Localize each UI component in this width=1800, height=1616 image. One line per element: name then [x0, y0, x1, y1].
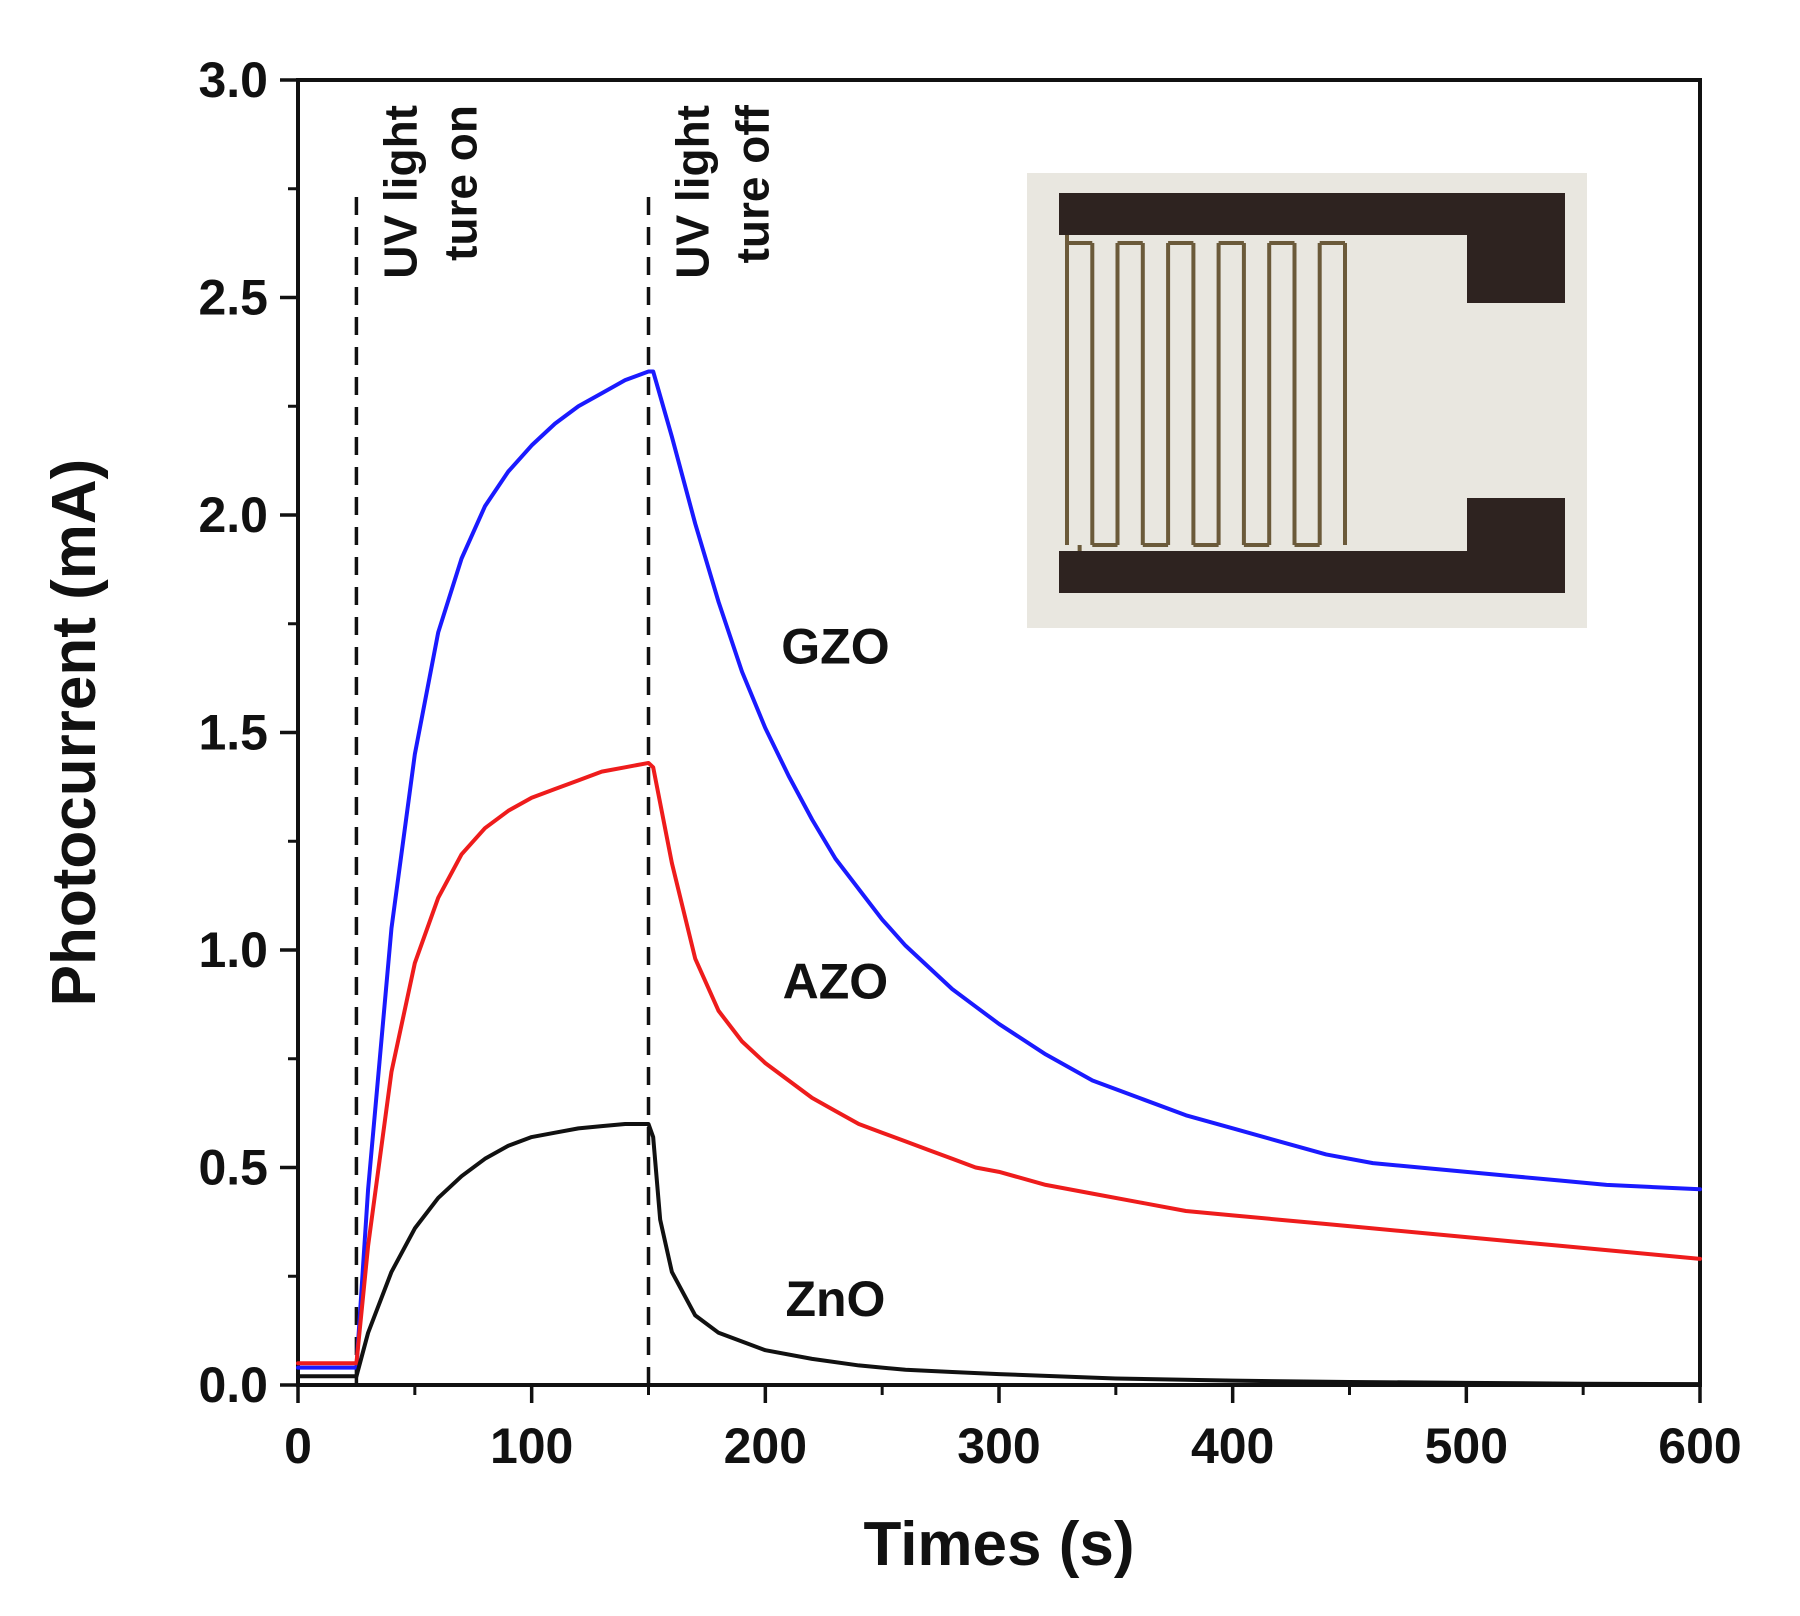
- series-line-zno: [296, 1122, 1702, 1387]
- y-axis-ticks: [280, 78, 298, 1387]
- x-axis-title: Times (s): [863, 1510, 1134, 1579]
- x-tick-label-400: 400: [1191, 1418, 1274, 1474]
- series-lines: [296, 369, 1702, 1387]
- series-line-gzo: [296, 369, 1702, 1370]
- x-tick-label-300: 300: [957, 1418, 1040, 1474]
- series-label-azo: AZO: [783, 953, 889, 1009]
- y-axis-tick-labels: 0.0 0.5 1.0 1.5 2.0 2.5 3.0: [198, 52, 268, 1413]
- y-tick-label-0.5: 0.5: [198, 1140, 268, 1196]
- x-tick-label-500: 500: [1425, 1418, 1508, 1474]
- uv-switch-lines: [354, 190, 651, 1385]
- series-label-zno: ZnO: [785, 1271, 885, 1327]
- x-tick-label-100: 100: [490, 1418, 573, 1474]
- y-tick-label-1.5: 1.5: [198, 705, 268, 761]
- y-axis-title: Photocurrent (mA): [40, 459, 109, 1007]
- y-tick-label-1: 1.0: [198, 922, 268, 978]
- y-tick-label-0: 0.0: [198, 1357, 268, 1413]
- vline-label-1-line-0: UV light: [667, 105, 719, 279]
- x-tick-label-600: 600: [1658, 1418, 1741, 1474]
- x-tick-label-0: 0: [284, 1418, 312, 1474]
- inset-bottom-pad: [1467, 498, 1565, 593]
- inset-finger-traces: [1065, 241, 1347, 547]
- x-axis-tick-labels: 0 100 200 300 400 500 600: [284, 1418, 1742, 1474]
- x-axis-ticks: [296, 1385, 1702, 1403]
- inset-fingers: [1065, 235, 1347, 551]
- y-tick-label-3: 3.0: [198, 52, 268, 108]
- y-tick-label-2.5: 2.5: [198, 270, 268, 326]
- x-tick-label-200: 200: [724, 1418, 807, 1474]
- inset-connector-traces: [1065, 235, 1082, 551]
- series-line-azo: [296, 760, 1702, 1366]
- electrode-inset-photo: [1027, 173, 1587, 628]
- vline-label-0-line-0: UV light: [374, 105, 426, 279]
- inset-top-pad: [1467, 193, 1565, 303]
- vline-label-0-line-1: ture on: [434, 105, 486, 261]
- uv-switch-labels: UV light ture on UV light ture off: [374, 104, 778, 278]
- y-tick-label-2: 2.0: [198, 487, 268, 543]
- series-labels: GZO AZO ZnO: [781, 619, 889, 1328]
- series-label-gzo: GZO: [781, 619, 889, 675]
- vline-label-1-line-1: ture off: [727, 104, 779, 263]
